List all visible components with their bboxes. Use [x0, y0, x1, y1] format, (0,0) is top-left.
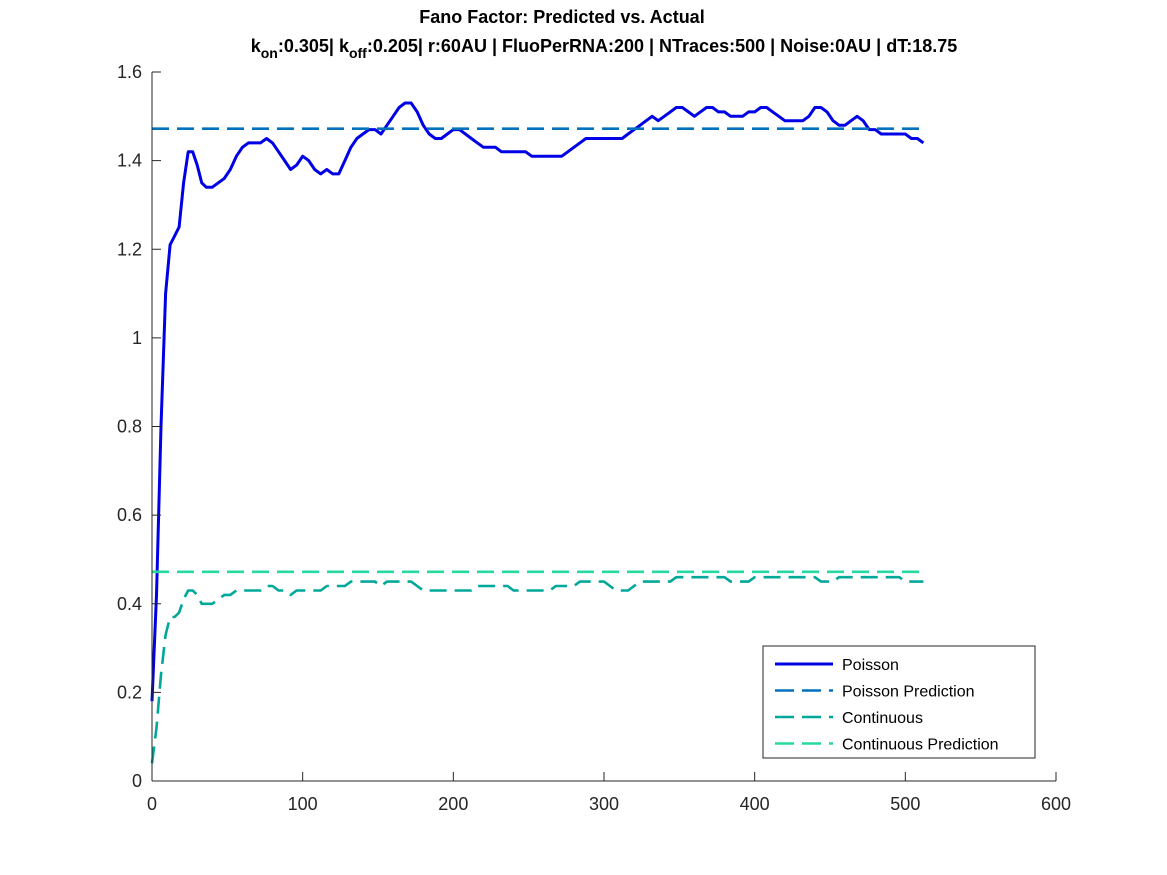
x-tick-label: 100 — [288, 794, 318, 814]
x-tick-label: 200 — [438, 794, 468, 814]
y-tick-label: 0 — [132, 771, 142, 791]
subtitle-koff-subscript: off — [349, 45, 367, 61]
subtitle-parameters: :0.205| r:60AU | FluoPerRNA:200 | NTrace… — [367, 36, 957, 56]
y-tick-label: 0.8 — [117, 417, 142, 437]
chart-title: Fano Factor: Predicted vs. Actual — [419, 7, 704, 27]
legend: Poisson Poisson Prediction Continuous Conti… — [762, 645, 1036, 759]
legend-label: Continuous Prediction — [842, 737, 999, 754]
y-tick-label: 1.4 — [117, 151, 142, 171]
series-line-1 — [150, 101, 925, 702]
y-tick-label: 1.2 — [117, 239, 142, 259]
x-tick-label: 400 — [740, 794, 770, 814]
y-tick-label: 1.6 — [117, 62, 142, 82]
subtitle-kon-value: :0.305| — [278, 36, 334, 56]
series-layer — [150, 101, 925, 764]
y-tick-label: 0.4 — [117, 594, 142, 614]
x-tick-label: 0 — [147, 794, 157, 814]
legend-label: Continuous — [842, 710, 923, 727]
legend-label: Poisson — [842, 657, 899, 674]
legend-label: Poisson Prediction — [842, 684, 975, 701]
subtitle-kon-symbol: k — [251, 36, 262, 56]
x-tick-label: 600 — [1041, 794, 1071, 814]
series-line-3 — [150, 575, 924, 764]
y-tick-label: 0.6 — [117, 505, 142, 525]
tick-layer: 0 100 200 300 400 500 600 0 0.2 0.4 0.6 0.8 1 1.2 1.4 1… — [117, 62, 1071, 814]
chart-subtitle: kon:0.305| koff:0.205| r:60AU | FluoPerRN… — [251, 36, 958, 61]
y-tick-label: 1 — [132, 328, 142, 348]
subtitle-koff-symbol: k — [339, 36, 350, 56]
subtitle-kon-subscript: on — [261, 45, 278, 61]
x-tick-label: 500 — [890, 794, 920, 814]
y-tick-label: 0.2 — [117, 682, 142, 702]
x-tick-label: 300 — [589, 794, 619, 814]
